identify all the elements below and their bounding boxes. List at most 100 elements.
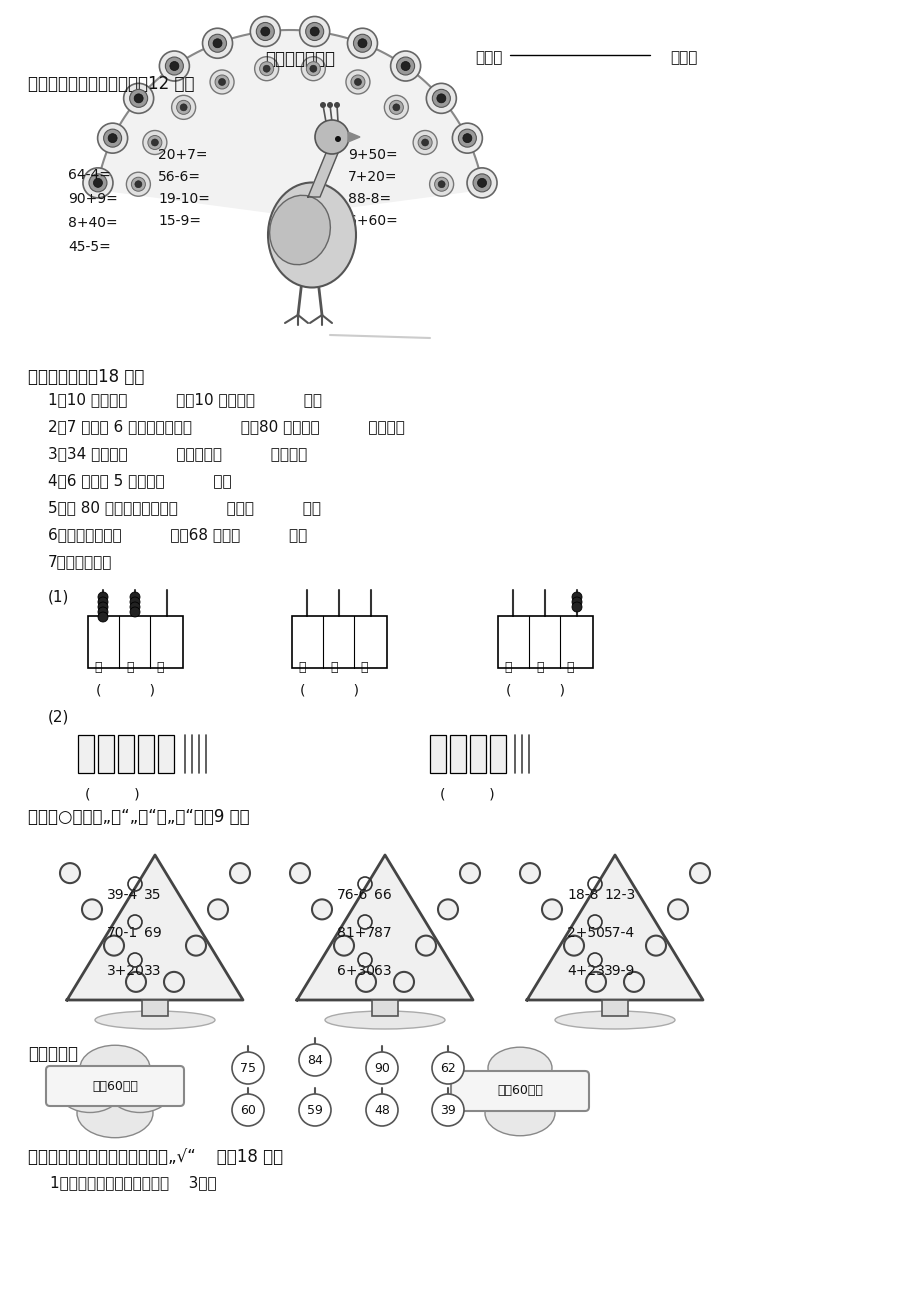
Circle shape — [123, 83, 153, 113]
Ellipse shape — [95, 1011, 215, 1029]
Text: 87: 87 — [374, 926, 391, 939]
Circle shape — [392, 104, 400, 111]
Text: 69: 69 — [144, 926, 162, 939]
Text: (1): (1) — [48, 590, 69, 605]
Text: 3、34 里面有（          ）个十和（          ）个一。: 3、34 里面有（ ）个十和（ ）个一。 — [48, 446, 307, 461]
Bar — [291, 616, 387, 668]
Circle shape — [353, 34, 371, 52]
Text: 个: 个 — [156, 661, 164, 674]
Circle shape — [60, 863, 80, 883]
Text: 十: 十 — [536, 661, 543, 674]
Circle shape — [126, 972, 146, 992]
Circle shape — [82, 899, 102, 920]
Text: 大畠60的数: 大畠60的数 — [92, 1079, 138, 1092]
Ellipse shape — [470, 1075, 526, 1111]
Circle shape — [452, 124, 482, 154]
Text: 3+20: 3+20 — [107, 964, 144, 979]
Ellipse shape — [60, 1074, 119, 1113]
Circle shape — [172, 95, 196, 120]
Text: 2、7 个十和 6 个一合起来是（          ），80 里面有（          ）个十。: 2、7 个十和 6 个一合起来是（ ），80 里面有（ ）个十。 — [48, 420, 404, 434]
Circle shape — [401, 61, 410, 70]
Ellipse shape — [487, 1048, 551, 1089]
Circle shape — [210, 70, 233, 94]
Text: 百: 百 — [298, 661, 305, 674]
Circle shape — [176, 100, 190, 115]
Circle shape — [467, 168, 496, 198]
Circle shape — [585, 972, 606, 992]
Circle shape — [434, 177, 448, 192]
Text: 个: 个 — [359, 661, 367, 674]
Text: 63: 63 — [374, 964, 391, 979]
Text: 小畠60的数: 小畠60的数 — [496, 1084, 542, 1097]
Circle shape — [232, 1095, 264, 1126]
Text: 76-6: 76-6 — [336, 889, 368, 902]
Text: 62: 62 — [439, 1062, 456, 1075]
Text: 39-9: 39-9 — [604, 964, 635, 979]
Text: 8+40=: 8+40= — [68, 216, 118, 231]
Circle shape — [689, 863, 709, 883]
Circle shape — [259, 61, 273, 76]
Circle shape — [572, 597, 582, 607]
Polygon shape — [96, 30, 482, 215]
Circle shape — [209, 34, 226, 52]
Circle shape — [310, 65, 316, 72]
Circle shape — [572, 602, 582, 612]
Text: (          ): ( ) — [439, 788, 494, 803]
Circle shape — [108, 134, 117, 142]
FancyBboxPatch shape — [450, 1071, 588, 1111]
Text: 90+9=: 90+9= — [68, 192, 118, 206]
Circle shape — [152, 139, 158, 146]
Text: 18-8: 18-8 — [566, 889, 598, 902]
Circle shape — [232, 1052, 264, 1084]
Text: 二、我会填。（18 分）: 二、我会填。（18 分） — [28, 367, 144, 386]
Text: 12-3: 12-3 — [604, 889, 634, 902]
Text: 4+23: 4+23 — [566, 964, 604, 979]
Bar — [470, 735, 485, 773]
Circle shape — [415, 936, 436, 955]
Circle shape — [250, 17, 280, 47]
Circle shape — [429, 172, 453, 197]
Text: 一、美丽的孔雀会填数。（12 分）: 一、美丽的孔雀会填数。（12 分） — [28, 76, 194, 93]
Circle shape — [384, 95, 408, 120]
Bar — [371, 999, 398, 1016]
Circle shape — [305, 22, 323, 40]
Text: 5、与 80 相邻的两个数是（          ）和（          ）。: 5、与 80 相邻的两个数是（ ）和（ ）。 — [48, 500, 321, 515]
Circle shape — [460, 863, 480, 883]
Circle shape — [366, 1052, 398, 1084]
Text: 4、6 个一和 5 个十是（          ）。: 4、6 个一和 5 个十是（ ）。 — [48, 473, 232, 489]
Circle shape — [148, 136, 162, 150]
Circle shape — [104, 129, 121, 147]
Circle shape — [389, 100, 403, 115]
Circle shape — [356, 972, 376, 992]
Circle shape — [104, 936, 124, 955]
Bar — [88, 616, 183, 668]
Text: (           ): ( ) — [96, 683, 154, 697]
Text: 7+20=: 7+20= — [347, 169, 397, 184]
Circle shape — [299, 1095, 331, 1126]
Text: 90: 90 — [374, 1062, 390, 1075]
Circle shape — [391, 51, 420, 81]
Text: 五、连一连: 五、连一连 — [28, 1045, 78, 1063]
Circle shape — [312, 899, 332, 920]
Text: 7、看图填数。: 7、看图填数。 — [48, 554, 112, 569]
Circle shape — [98, 602, 108, 612]
Text: 39: 39 — [439, 1104, 456, 1117]
FancyBboxPatch shape — [46, 1066, 184, 1106]
Circle shape — [393, 972, 414, 992]
Circle shape — [299, 1044, 331, 1076]
Circle shape — [432, 1095, 463, 1126]
Circle shape — [256, 22, 274, 40]
Text: 57-4: 57-4 — [604, 926, 634, 939]
Circle shape — [301, 57, 325, 81]
Circle shape — [350, 76, 365, 89]
Circle shape — [396, 57, 414, 76]
Circle shape — [98, 612, 108, 622]
Circle shape — [458, 129, 476, 147]
Bar — [601, 999, 628, 1016]
Text: (          ): ( ) — [85, 788, 140, 803]
Circle shape — [334, 936, 354, 955]
Circle shape — [186, 936, 206, 955]
Text: 个: 个 — [565, 661, 573, 674]
Text: 姓名：: 姓名： — [474, 50, 502, 65]
Ellipse shape — [554, 1011, 675, 1029]
